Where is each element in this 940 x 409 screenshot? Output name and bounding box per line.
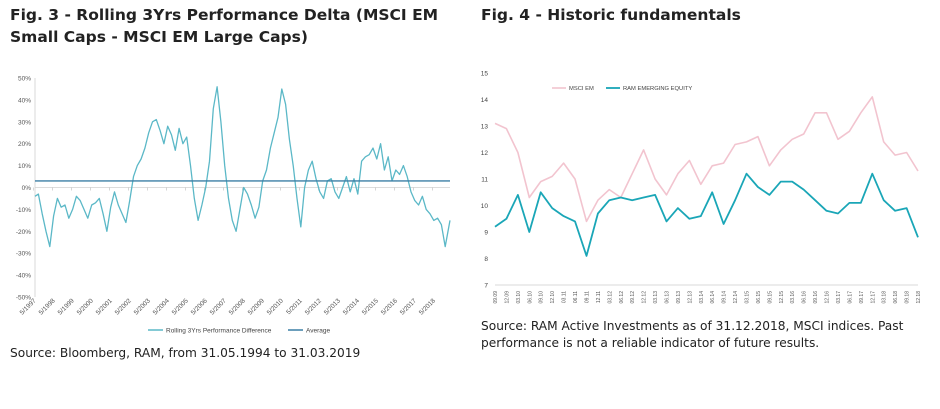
fig4-x-tick-label: 03.11 xyxy=(562,291,568,303)
fig3-legend-label-rolling: Rolling 3Yrs Performance Difference xyxy=(166,328,272,335)
fig4-x-tick-label: 06.18 xyxy=(893,291,899,304)
fig4-series-msci-em xyxy=(494,96,919,223)
fig4-x-tick-label: 03.18 xyxy=(882,291,888,304)
fig3-legend-label-average: Average xyxy=(306,328,330,335)
fig4-x-tick-label: 09.17 xyxy=(859,291,865,304)
fig4-x-tick-label: 06.17 xyxy=(847,291,853,304)
fig3-source-note: Source: Bloomberg, RAM, from 31.05.1994 … xyxy=(10,346,361,360)
fig4-historic-fundamentals-chart: 15 14 13 12 11 10 9 8 7 09.09 12.09 03.10 06.10 09.10… xyxy=(481,71,922,304)
fig3-y-tick-label: 40% xyxy=(18,97,31,104)
fig3-series-rolling-difference xyxy=(34,86,451,248)
fig4-y-tick-label: 8 xyxy=(484,256,488,263)
fig3-y-tick-label: 20% xyxy=(18,141,31,148)
fig4-x-tick-label: 03.10 xyxy=(516,291,522,304)
fig4-x-tick-label: 09.12 xyxy=(630,291,636,304)
fig3-rolling-delta-chart: 50%40%30%20%10%0%-10%-20%-30%-40%-50%5/1… xyxy=(16,76,451,335)
fig4-x-tick-label: 12.16 xyxy=(825,291,831,304)
fig4-x-tick-label: 03.13 xyxy=(653,291,659,304)
fig4-x-tick-label: 09.14 xyxy=(722,291,728,304)
fig4-y-tick-label: 12 xyxy=(481,150,489,157)
fig3-y-tick-label: 0% xyxy=(22,185,32,192)
fig4-legend-label-ram: RAM EMERGING EQUITY xyxy=(623,86,692,92)
fig4-x-tick-label: 12.09 xyxy=(504,291,510,304)
fig4-source-note: Source: RAM Active Investments as of 31.… xyxy=(481,319,904,350)
fig3-y-tick-label: 10% xyxy=(18,163,31,170)
fig4-x-tick-label: 06.14 xyxy=(710,291,716,304)
fig4-y-tick-label: 11 xyxy=(481,177,488,184)
fig4-x-tick-label: 06.13 xyxy=(664,291,670,304)
fig3-y-tick-label: 30% xyxy=(18,119,31,126)
fig4-y-tick-label: 13 xyxy=(481,124,489,131)
fig4-x-tick-label: 12.12 xyxy=(642,291,648,304)
fig4-legend-label-msci-em: MSCI EM xyxy=(569,86,594,92)
fig4-x-tick-label: 09.18 xyxy=(905,291,911,304)
fig4-y-tick-label: 10 xyxy=(481,203,489,210)
fig4-x-tick-label: 06.16 xyxy=(802,291,808,304)
fig4-x-tick-label: 03.16 xyxy=(790,291,796,304)
fig4-x-tick-label: 12.13 xyxy=(687,291,693,304)
fig4-x-tick-label: 12.14 xyxy=(733,291,739,304)
fig4-x-tick-label: 06.11 xyxy=(573,291,579,303)
fig3-y-tick-label: 50% xyxy=(18,76,31,83)
fig3-y-tick-label: -10% xyxy=(16,207,31,214)
fig3-y-tick-label: -40% xyxy=(16,273,31,280)
fig3-y-tick-label: -50% xyxy=(16,295,31,302)
fig4-x-tick-label: 03.15 xyxy=(745,291,751,304)
fig3-y-tick-label: -30% xyxy=(16,251,31,258)
fig4-x-tick-label: 03.17 xyxy=(836,291,842,304)
fig4-x-tick-label: 06.15 xyxy=(756,291,762,304)
fig4-x-tick-label: 09.15 xyxy=(767,291,773,304)
fig4-x-tick-label: 03.14 xyxy=(699,291,705,304)
fig4-y-tick-label: 7 xyxy=(484,283,488,290)
fig3-y-tick-label: -20% xyxy=(16,229,31,236)
fig4-x-tick-label: 09.11 xyxy=(584,291,590,303)
fig4-x-tick-label: 09.13 xyxy=(676,291,682,304)
fig4-series-ram-emerging-equity xyxy=(494,172,919,257)
fig4-x-tick-label: 09.09 xyxy=(493,291,499,304)
fig4-x-tick-label: 12.18 xyxy=(916,291,922,304)
fig4-x-tick-label: 12.10 xyxy=(550,291,556,304)
fig4-y-tick-label: 9 xyxy=(484,230,488,237)
fig4-x-tick-label: 06.12 xyxy=(619,291,625,304)
fig4-x-tick-label: 12.15 xyxy=(779,291,785,304)
fig4-title: Fig. 4 - Historic fundamentals xyxy=(481,6,741,24)
fig4-x-tick-label: 12.17 xyxy=(870,291,876,304)
fig4-x-tick-label: 06.10 xyxy=(527,291,533,304)
fig4-y-tick-label: 14 xyxy=(481,97,489,104)
fig4-x-tick-label: 09.10 xyxy=(539,291,545,304)
fig4-y-tick-label: 15 xyxy=(481,71,489,78)
fig4-x-tick-label: 12.11 xyxy=(596,291,602,303)
fig3-title: Fig. 3 - Rolling 3Yrs Performance Delta … xyxy=(10,6,439,46)
fig4-x-tick-label: 09.16 xyxy=(813,291,819,304)
fig4-x-tick-label: 03.12 xyxy=(607,291,613,304)
